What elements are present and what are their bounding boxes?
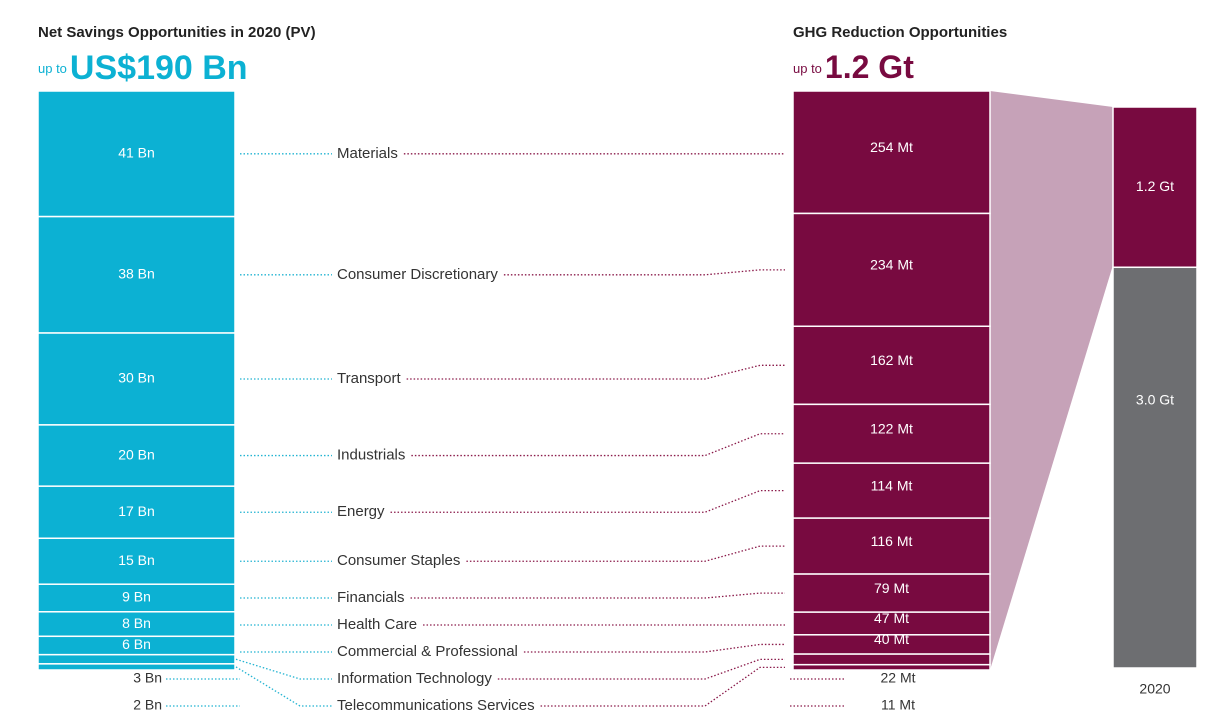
right-headline-value: 1.2 Gt: [825, 49, 914, 85]
value-label: 254 Mt: [870, 139, 913, 155]
category-label: Energy: [337, 503, 385, 520]
value-label: 9 Bn: [122, 589, 151, 605]
segment: [792, 462, 991, 519]
segment: [792, 663, 991, 671]
value-label: 2 Bn: [133, 697, 162, 713]
right-title: GHG Reduction Opportunities: [793, 24, 1007, 41]
value-label: 40 Mt: [874, 631, 909, 647]
left-title: Net Savings Opportunities in 2020 (PV): [38, 24, 316, 41]
value-label: 11 Mt: [881, 697, 915, 713]
right-headline-prefix: up to: [793, 61, 822, 76]
category-label: Telecommunications Services: [337, 697, 535, 714]
category-label: Consumer Staples: [337, 552, 460, 569]
segment: [792, 212, 991, 328]
segment: [792, 403, 991, 464]
leader: [503, 269, 785, 276]
segment: [37, 611, 236, 638]
value-label: 38 Bn: [118, 266, 155, 282]
connector: [990, 91, 1113, 670]
category-label: Health Care: [337, 616, 417, 633]
total-value-label: 3.0 Gt: [1136, 392, 1174, 408]
total-segment: [1112, 266, 1198, 669]
category-label: Transport: [337, 370, 401, 387]
leader: [466, 545, 785, 562]
leader: [540, 666, 785, 707]
leader: [523, 643, 785, 653]
leader: [406, 364, 785, 380]
segment: [37, 663, 236, 671]
segment: [37, 332, 236, 426]
segment: [37, 215, 236, 334]
segment: [792, 325, 991, 406]
value-label: 22 Mt: [880, 670, 915, 686]
category-label: Information Technology: [337, 670, 492, 687]
leader: [235, 666, 332, 707]
category-label: Financials: [337, 589, 405, 606]
segment: [37, 90, 236, 218]
left-headline: up toUS$190 Bn: [38, 49, 248, 87]
category-label: Industrials: [337, 447, 405, 464]
right-headline: up to1.2 Gt: [793, 49, 914, 85]
segment: [37, 424, 236, 487]
leader: [497, 658, 785, 680]
value-label: 162 Mt: [870, 352, 913, 368]
segment: [792, 573, 991, 613]
value-label: 114 Mt: [871, 477, 913, 493]
total-category: 2020: [1139, 681, 1170, 697]
segment: [37, 653, 236, 665]
segment: [792, 517, 991, 575]
category-label: Consumer Discretionary: [337, 266, 498, 283]
value-label: 234 Mt: [870, 257, 913, 273]
value-label: 47 Mt: [874, 610, 909, 626]
value-label: 8 Bn: [122, 615, 151, 631]
left-headline-value: US$190 Bn: [70, 49, 248, 87]
value-label: 41 Bn: [118, 145, 155, 161]
value-label: 15 Bn: [118, 552, 155, 568]
leader: [235, 658, 332, 680]
category-label: Commercial & Professional: [337, 643, 518, 660]
value-label: 6 Bn: [122, 636, 151, 652]
segment: [792, 90, 991, 215]
category-label: Materials: [337, 145, 398, 162]
total-value-label: 1.2 Gt: [1136, 178, 1174, 194]
segment: [37, 537, 236, 585]
value-label: 17 Bn: [118, 503, 155, 519]
value-label: 116 Mt: [871, 533, 913, 549]
value-label: 3 Bn: [133, 670, 162, 686]
leader: [390, 490, 785, 513]
segment: [792, 653, 991, 666]
value-label: 30 Bn: [118, 370, 155, 386]
total-segment: [1112, 106, 1198, 269]
leader: [411, 433, 785, 457]
leader: [410, 592, 785, 599]
left-headline-prefix: up to: [38, 61, 67, 76]
value-label: 122 Mt: [870, 420, 913, 436]
value-label: 20 Bn: [118, 446, 155, 462]
value-label: 79 Mt: [874, 580, 909, 596]
